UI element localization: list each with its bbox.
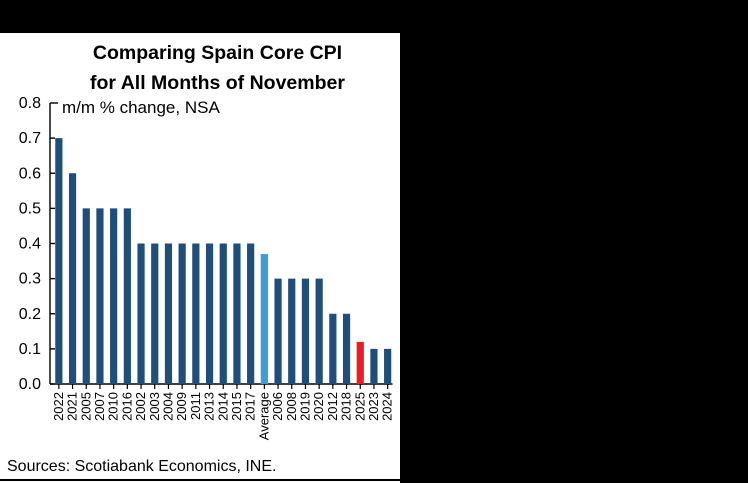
svg-text:0.3: 0.3 — [19, 271, 41, 288]
svg-text:0.0: 0.0 — [19, 376, 41, 393]
svg-text:0.5: 0.5 — [19, 200, 41, 217]
svg-text:0.7: 0.7 — [19, 130, 41, 147]
svg-text:0.4: 0.4 — [19, 236, 41, 253]
svg-text:0.8: 0.8 — [19, 95, 41, 112]
svg-text:0.1: 0.1 — [19, 341, 41, 358]
svg-text:2024: 2024 — [380, 392, 395, 421]
svg-text:0.6: 0.6 — [19, 165, 41, 182]
svg-text:0.2: 0.2 — [19, 306, 41, 323]
